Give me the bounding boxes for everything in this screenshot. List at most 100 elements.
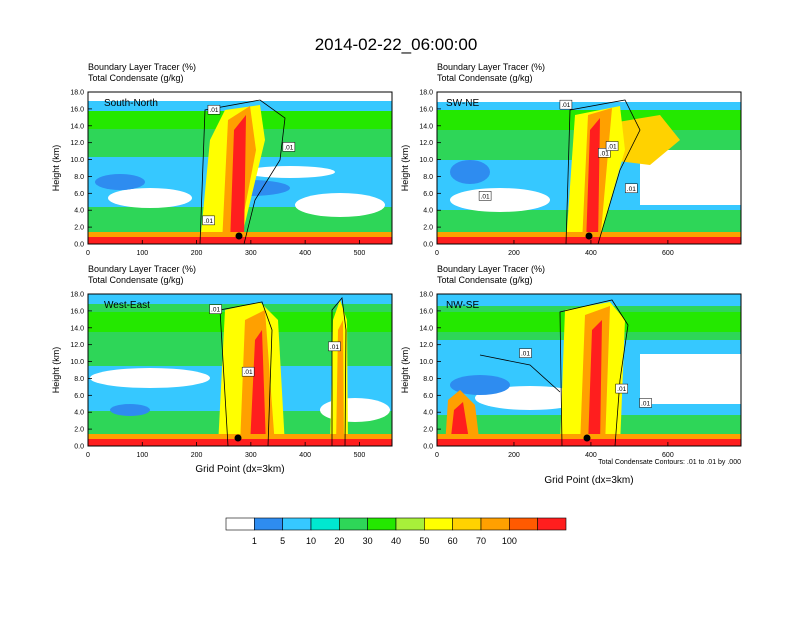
contour-label: .01: [284, 144, 293, 151]
contour-label-box: [605, 141, 619, 151]
contour-label: .01: [330, 344, 339, 351]
plume: [230, 115, 246, 244]
contour-label: .01: [244, 369, 253, 376]
contour-line: [219, 301, 273, 446]
contour-label-box: [209, 304, 222, 314]
colorbar-swatch: [339, 517, 368, 531]
y-tick-label: 18.0: [70, 90, 84, 97]
band-top: [88, 294, 392, 304]
contour-label-box: [202, 215, 215, 226]
y-tick-label: 6.0: [423, 393, 433, 400]
colorbar: 1 5 10 20 30 40 50 60 70 100: [225, 517, 567, 546]
contour-label: .01: [641, 400, 650, 407]
heatmap-field: [437, 92, 741, 244]
y-axis-label: Height (km): [51, 347, 61, 394]
panel-subtitle-tracer: Boundary Layer Tracer (%): [437, 264, 545, 274]
y-tick-label: 2.0: [423, 225, 433, 232]
white-gap: [450, 375, 510, 395]
x-tick-label: 300: [245, 452, 257, 459]
contour-label-box: [559, 99, 573, 110]
plot-frame: [436, 293, 742, 447]
x-tick-label: 100: [136, 452, 148, 459]
x-tick-label: 200: [508, 250, 520, 257]
contour-line: [199, 99, 286, 244]
contour-label: .01: [627, 186, 636, 193]
colorbar-label: 60: [448, 536, 458, 546]
y-ticks: 0.0 2.0 4.0 6.0 8.0 10.0 12.0 14.0 16.0 18.0: [419, 90, 441, 249]
contour-label: .01: [209, 107, 218, 114]
y-tick-label: 12.0: [419, 140, 433, 147]
x-tick-label: 400: [299, 250, 311, 257]
white-gap: [640, 354, 741, 404]
contour-line: [331, 297, 347, 446]
contour-label-box: [519, 348, 532, 358]
colorbar-label: 5: [280, 536, 285, 546]
panel-subtitle-tracer: Boundary Layer Tracer (%): [88, 62, 196, 72]
x-tick-label: 200: [508, 452, 520, 459]
y-tick-label: 14.0: [70, 123, 84, 130]
contour-label-box: [639, 398, 652, 408]
y-ticks: 0.0 2.0 4.0 6.0 8.0 10.0 12.0 14.0 16.0 18.0: [419, 292, 441, 451]
y-tick-label: 4.0: [423, 208, 433, 215]
colorbar-swatch: [480, 517, 510, 531]
marker-dot: [235, 232, 243, 240]
band-top: [437, 92, 741, 102]
heatmap-field: [437, 294, 741, 446]
contour-label-box: [328, 341, 341, 352]
x-tick-label: 0: [86, 250, 90, 257]
y-tick-label: 6.0: [74, 393, 84, 400]
y-tick-label: 10.0: [419, 359, 433, 366]
panel-south-north: Boundary Layer Tracer (%) Total Condensa…: [51, 62, 393, 257]
contour-label-box: [478, 191, 492, 201]
colorbar-swatch: [367, 517, 397, 531]
y-tick-label: 12.0: [70, 342, 84, 349]
x-tick-label: 0: [435, 250, 439, 257]
panel-subtitle-tracer: Boundary Layer Tracer (%): [88, 264, 196, 274]
surface-layer: [437, 439, 741, 446]
panel-label: SW-NE: [446, 98, 479, 109]
contour-label-box: [241, 366, 255, 377]
panel-subtitle-condensate: Total Condensate (g/kg): [437, 275, 533, 285]
plume: [588, 320, 602, 446]
contour-label: .01: [561, 102, 570, 109]
white-gap: [320, 398, 390, 422]
y-tick-label: 10.0: [70, 157, 84, 164]
y-tick-label: 8.0: [74, 376, 84, 383]
y-tick-label: 0.0: [423, 242, 433, 249]
colorbar-label: 1: [252, 536, 257, 546]
x-tick-label: 600: [662, 250, 674, 257]
surface-layer: [88, 439, 392, 446]
contour-note: Total Condensate Contours: .01 to .01 by…: [598, 459, 741, 466]
x-tick-label: 600: [662, 452, 674, 459]
y-tick-label: 0.0: [74, 242, 84, 249]
colorbar-label: 30: [363, 536, 373, 546]
y-tick-label: 8.0: [74, 174, 84, 181]
y-ticks: 0.0 2.0 4.0 6.0 8.0 10.0 12.0 14.0 16.0 18.0: [70, 90, 92, 249]
contour-labels: .01.01.01.01.01: [478, 99, 638, 201]
contour-label-box: [207, 104, 221, 115]
marker-dot: [234, 434, 242, 442]
white-gap: [90, 368, 210, 388]
y-tick-label: 18.0: [419, 292, 433, 299]
y-tick-label: 18.0: [70, 292, 84, 299]
y-tick-label: 12.0: [419, 342, 433, 349]
x-tick-label: 400: [299, 452, 311, 459]
contour-label: .01: [617, 386, 626, 393]
contour-labels: .01 .01 .01: [519, 348, 652, 408]
colorbar-swatch: [424, 517, 453, 531]
y-axis-label: Height (km): [51, 145, 61, 192]
x-tick-label: 100: [136, 250, 148, 257]
contour-label: .01: [600, 150, 609, 157]
y-tick-label: 10.0: [419, 157, 433, 164]
colorbar-swatch: [395, 517, 425, 531]
y-axis-label: Height (km): [400, 347, 410, 394]
y-axis-label: Height (km): [400, 145, 410, 192]
plume: [336, 320, 344, 446]
x-tick-label: 200: [191, 452, 203, 459]
contour-labels: .01 .01 .01: [209, 304, 341, 377]
y-tick-label: 4.0: [423, 410, 433, 417]
contour-labels: .01 .01 .01: [202, 104, 296, 226]
contour-label: .01: [481, 193, 490, 200]
colorbar-label: 10: [306, 536, 316, 546]
